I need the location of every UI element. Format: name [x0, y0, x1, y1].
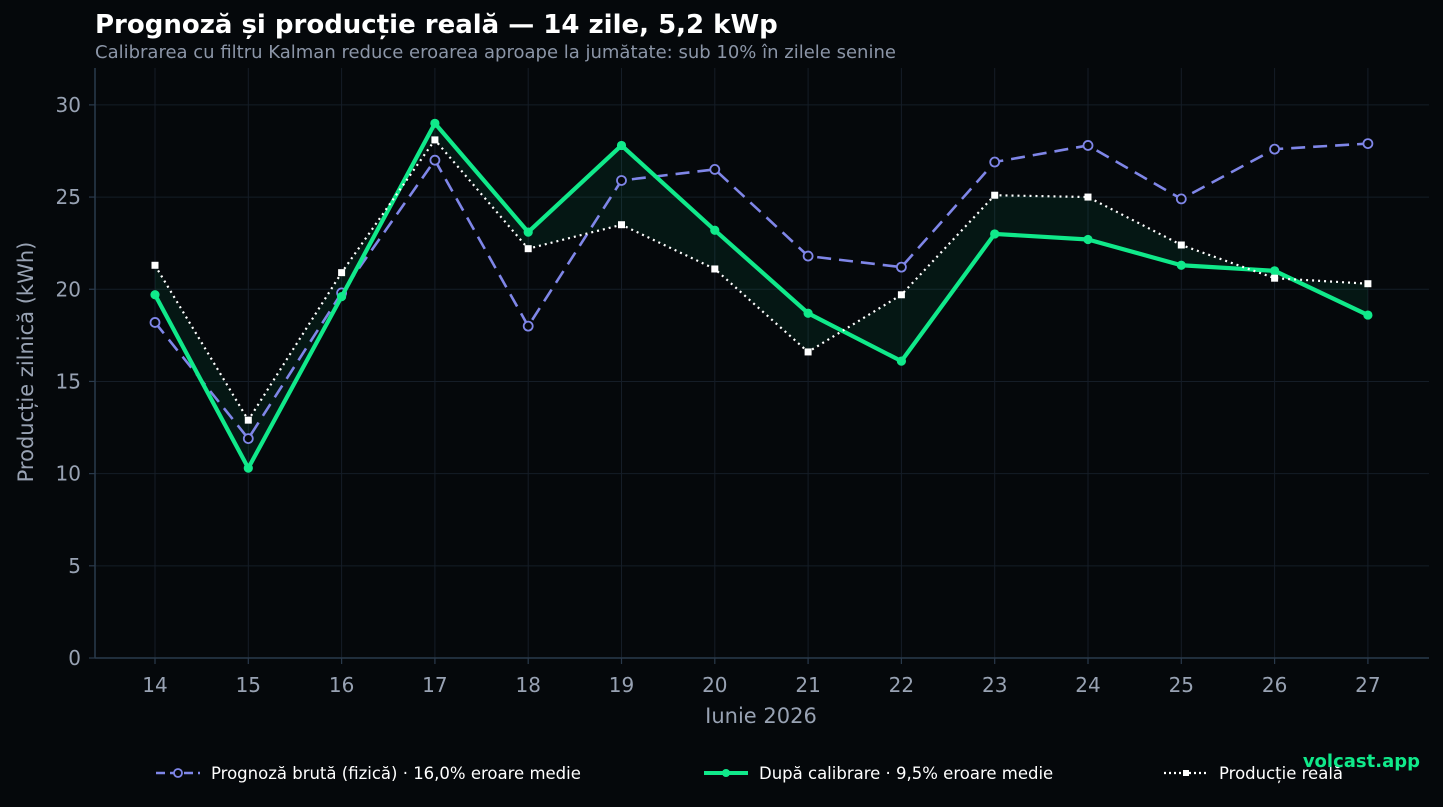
calibrated-point: [990, 229, 1000, 239]
actual-point: [244, 416, 252, 424]
calibrated-point: [243, 463, 253, 473]
x-tick-label: 19: [609, 673, 634, 697]
legend-label: Producție reală: [1219, 763, 1344, 783]
raw-forecast-point: [149, 317, 161, 328]
calibrated-point: [150, 290, 160, 300]
actual-line: [154, 138, 1368, 422]
x-tick-label: 20: [702, 673, 727, 697]
x-tick-label: 24: [1075, 673, 1100, 697]
line-chart: 0 5 10 15 20 25 30 14 15 16 17 18 19 20 21 22 23 24 25 26 27…: [14, 68, 1429, 728]
actual-point: [151, 261, 159, 269]
raw-forecast-line: [153, 142, 1368, 440]
calibrated-point: [896, 356, 907, 366]
actual-point: [1271, 274, 1279, 282]
calibrated-point: [1270, 266, 1280, 276]
legend-item-calibrated: După calibrare · 9,5% eroare medie: [703, 758, 1053, 788]
legend: Prognoză brută (fizică) · 16,0% eroare m…: [0, 758, 1443, 788]
x-tick-label: 23: [982, 673, 1007, 697]
raw-forecast-point: [1362, 138, 1374, 149]
calibrated-point: [803, 308, 813, 318]
actual-point: [618, 221, 625, 229]
legend-label: După calibrare · 9,5% eroare medie: [759, 763, 1054, 783]
actual-point: [991, 191, 999, 199]
actual-point: [1364, 280, 1372, 288]
x-tick-label: 22: [889, 673, 914, 697]
x-tick-label: 27: [1355, 673, 1380, 697]
actual-point: [804, 348, 812, 356]
actual-point: [338, 269, 346, 277]
axes: 0 5 10 15 20 25 30 14 15 16 17 18 19 20 21 22 23 24 25 26 27: [56, 68, 1429, 697]
x-tick-label: 17: [422, 673, 447, 697]
y-tick-label: 0: [68, 646, 81, 670]
y-tick-label: 20: [56, 277, 81, 301]
x-tick-label: 14: [142, 673, 167, 697]
dashed-line-icon: [156, 768, 200, 778]
error-band-area: [155, 123, 1368, 469]
x-tick-label: 26: [1262, 673, 1287, 697]
error-band: [155, 123, 1368, 469]
y-tick-label: 30: [56, 93, 81, 117]
calibrated-line: [153, 121, 1369, 471]
legend-item-actual: Producție reală: [1163, 758, 1343, 788]
calibrated-point: [710, 225, 720, 235]
raw-forecast-point: [429, 154, 441, 166]
raw-forecast-point: [1269, 143, 1280, 155]
chart-subtitle: Calibrarea cu filtru Kalman reduce eroar…: [95, 42, 896, 63]
series: [149, 118, 1374, 473]
calibrated-point: [430, 118, 440, 128]
calibrated-point: [616, 140, 627, 151]
actual-point: [524, 245, 532, 253]
raw-forecast-point: [616, 175, 627, 186]
actual-point: [897, 291, 905, 299]
y-tick-label: 25: [56, 185, 81, 209]
x-axis-label: Iunie 2026: [705, 704, 817, 728]
x-tick-label: 15: [236, 673, 261, 697]
x-tick-label: 25: [1169, 673, 1194, 697]
solid-line-icon: [704, 769, 748, 777]
raw-forecast-point: [522, 320, 534, 332]
raw-forecast-point: [242, 433, 254, 444]
raw-forecast-point: [709, 164, 721, 175]
dotted-line-icon: [1164, 770, 1208, 776]
actual-point: [711, 265, 719, 273]
y-axis-label: Producție zilnică (kWh): [14, 242, 38, 483]
y-tick-label: 10: [56, 462, 81, 486]
raw-forecast-point: [1175, 193, 1187, 205]
actual-point: [431, 136, 439, 144]
chart-title: Prognoză și producție reală — 14 zile, 5…: [95, 10, 778, 40]
legend-label: Prognoză brută (fizică) · 16,0% eroare m…: [211, 763, 581, 783]
x-tick-label: 21: [795, 673, 820, 697]
brand-watermark: volcast.app: [1302, 751, 1420, 772]
calibrated-point: [1176, 260, 1186, 270]
y-tick-label: 15: [56, 369, 81, 393]
x-tick-label: 18: [515, 673, 540, 697]
actual-point: [1177, 241, 1185, 249]
raw-forecast-point: [802, 250, 814, 262]
calibrated-point: [337, 292, 347, 302]
raw-forecast-point: [989, 156, 1001, 168]
raw-forecast-point: [896, 261, 907, 273]
y-tick-label: 5: [68, 554, 81, 578]
calibrated-point: [523, 227, 533, 237]
calibrated-point: [1363, 310, 1373, 320]
legend-item-raw-forecast: Prognoză brută (fizică) · 16,0% eroare m…: [155, 758, 581, 788]
raw-forecast-point: [1082, 140, 1094, 151]
actual-point: [1084, 193, 1092, 201]
x-tick-label: 16: [329, 673, 354, 697]
calibrated-point: [1083, 234, 1093, 245]
